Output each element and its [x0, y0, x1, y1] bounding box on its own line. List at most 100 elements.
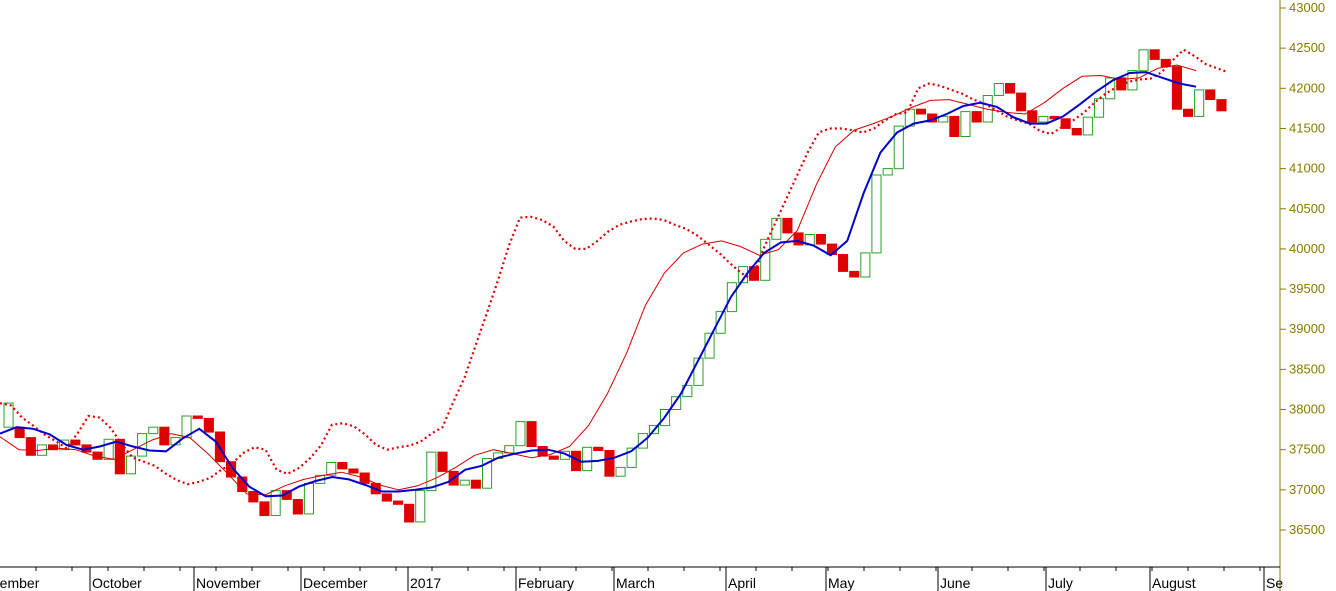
- candle-down: [526, 421, 537, 448]
- candle-down: [470, 479, 481, 489]
- candle-down: [1149, 49, 1160, 60]
- candle-down: [259, 501, 270, 517]
- candle-down: [1005, 83, 1016, 94]
- y-tick-label: 40000: [1289, 241, 1325, 256]
- candle-up: [1094, 98, 1105, 118]
- candle-up: [882, 168, 893, 176]
- candle-up: [871, 174, 882, 254]
- x-tick-label: 2017: [410, 575, 441, 591]
- x-tick-label: July: [1048, 575, 1073, 591]
- x-tick-label: ptember: [0, 575, 40, 591]
- candle-up: [459, 479, 470, 486]
- y-tick-label: 39000: [1289, 321, 1325, 336]
- y-tick-label: 39500: [1289, 281, 1325, 296]
- candle-up: [1038, 115, 1049, 123]
- candle-down: [782, 217, 793, 234]
- y-tick-label: 41000: [1289, 161, 1325, 176]
- candle-down: [25, 437, 36, 456]
- candle-up: [671, 396, 682, 411]
- y-tick-label: 36500: [1289, 522, 1325, 537]
- candle-up: [103, 438, 114, 460]
- candle-down: [604, 450, 615, 477]
- candle-up: [982, 95, 993, 123]
- candle-down: [248, 491, 259, 503]
- y-tick-label: 38000: [1289, 402, 1325, 417]
- moving-average-line: [0, 71, 1197, 498]
- x-tick-label: November: [196, 575, 261, 591]
- candle-up: [326, 462, 337, 476]
- candle-down: [537, 446, 548, 457]
- candle-down: [337, 462, 348, 470]
- candle-down: [404, 503, 415, 523]
- candle-down: [348, 468, 359, 474]
- candle-down: [192, 415, 203, 419]
- candle-down: [793, 232, 804, 246]
- candle-up: [693, 357, 704, 386]
- plot-area: [0, 48, 1229, 523]
- candle-up: [3, 402, 14, 428]
- candle-down: [838, 254, 849, 272]
- candle-down: [1016, 92, 1027, 112]
- candle-down: [1171, 66, 1183, 110]
- candle-up: [1194, 89, 1205, 117]
- candle-up: [582, 446, 593, 472]
- candle-up: [615, 466, 626, 477]
- candle-up: [303, 482, 314, 515]
- y-tick-label: 37000: [1289, 482, 1325, 497]
- candle-down: [381, 493, 392, 502]
- x-tick-label: August: [1152, 575, 1196, 591]
- candle-up: [1138, 49, 1149, 72]
- candle-down: [815, 234, 826, 245]
- y-tick-label: 43000: [1289, 0, 1325, 15]
- candle-up: [960, 111, 971, 137]
- candle-down: [1071, 128, 1082, 136]
- x-tick-label: June: [940, 575, 971, 591]
- candle-down: [915, 108, 927, 115]
- candle-down: [437, 451, 448, 472]
- x-tick-label: March: [616, 575, 655, 591]
- candle-up: [415, 490, 426, 523]
- candle-up: [482, 458, 493, 489]
- x-tick-label: October: [92, 575, 142, 591]
- candle-up: [993, 83, 1004, 96]
- candle-up: [715, 311, 726, 334]
- candle-up: [515, 421, 526, 447]
- y-tick-label: 38500: [1289, 361, 1325, 376]
- candle-down: [70, 439, 81, 446]
- candle-up: [893, 125, 904, 170]
- candle-down: [949, 115, 960, 138]
- x-tick-label: May: [828, 575, 854, 591]
- x-axis: ptember October November December 2017 Februa…: [0, 566, 1283, 591]
- candle-down: [1027, 110, 1038, 123]
- x-tick-label: Se: [1266, 575, 1283, 591]
- candle-down: [1205, 89, 1216, 101]
- y-tick-label: 37500: [1289, 442, 1325, 457]
- candle-up: [426, 451, 437, 492]
- candle-down: [593, 446, 604, 451]
- candle-down: [1060, 118, 1071, 129]
- candle-down: [48, 444, 59, 451]
- candle-up: [1082, 116, 1093, 136]
- candle-down: [849, 270, 860, 278]
- candle-up: [860, 252, 871, 278]
- candle-up: [148, 426, 159, 435]
- candle-up: [270, 490, 281, 517]
- x-tick-label: February: [518, 575, 574, 591]
- x-tick-label: December: [303, 575, 368, 591]
- y-tick-label: 42000: [1289, 80, 1325, 95]
- candle-up: [626, 447, 637, 468]
- candle-down: [548, 455, 559, 460]
- y-tick-label: 40500: [1289, 201, 1325, 216]
- y-axis: 36500 37000 37500 38000 38500 39000 39500 40000…: [1279, 0, 1325, 591]
- y-tick-label: 42500: [1289, 40, 1325, 55]
- candle-down: [203, 417, 214, 433]
- candle-up: [760, 238, 771, 281]
- candle-down: [971, 111, 982, 123]
- envelope-line: [0, 64, 1197, 496]
- candle-up: [181, 415, 192, 439]
- candle-down: [1183, 108, 1194, 117]
- candle-down: [1216, 99, 1227, 112]
- candle-down: [292, 499, 303, 515]
- x-tick-label: April: [728, 575, 756, 591]
